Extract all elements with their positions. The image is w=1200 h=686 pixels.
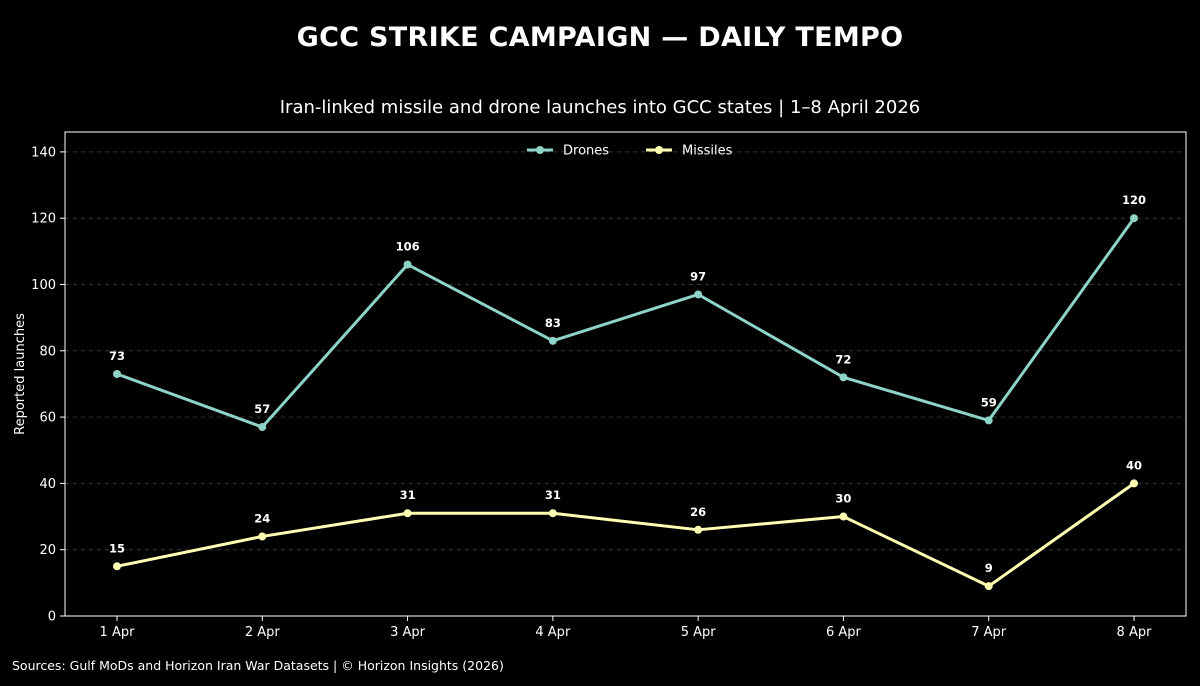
- data-point: [548, 336, 557, 345]
- data-point: [984, 416, 993, 425]
- y-tick-label: 100: [31, 278, 56, 293]
- x-tick-label: 5 Apr: [681, 625, 717, 640]
- y-tick-label: 120: [31, 212, 56, 227]
- data-label: 31: [545, 488, 561, 502]
- y-tick-label: 0: [48, 610, 56, 625]
- data-label: 120: [1122, 193, 1146, 207]
- series-line: [115, 481, 1136, 588]
- data-point: [839, 512, 848, 521]
- x-axis: 1 Apr 2 Apr 3 Apr 4 Apr 5 Apr 6 Apr 7 Apr 8 Apr: [100, 616, 1153, 640]
- legend-swatch-marker: [655, 146, 664, 154]
- chart-title: GCC STRIKE CAMPAIGN — DAILY TEMPO: [296, 22, 904, 53]
- legend-item-missiles: Missiles: [646, 144, 733, 159]
- data-label: 24: [254, 511, 270, 525]
- x-tick-label: 2 Apr: [245, 625, 281, 640]
- x-tick-label: 8 Apr: [1117, 625, 1153, 640]
- x-tick-label: 7 Apr: [971, 625, 1007, 640]
- legend: Drones Missiles: [527, 144, 733, 159]
- x-tick-label: 6 Apr: [826, 625, 862, 640]
- data-label: 73: [109, 349, 125, 363]
- data-point: [694, 525, 703, 534]
- y-tick-label: 140: [31, 145, 56, 160]
- data-point: [984, 582, 993, 591]
- data-label: 57: [254, 402, 270, 416]
- data-label: 40: [1126, 458, 1142, 472]
- legend-swatch-marker: [536, 146, 544, 154]
- data-label: 72: [835, 352, 851, 366]
- source-footer: Sources: Gulf MoDs and Horizon Iran War …: [12, 658, 504, 673]
- y-tick-label: 20: [39, 543, 56, 558]
- data-label: 59: [981, 395, 997, 409]
- legend-label: Missiles: [682, 144, 733, 159]
- data-point: [403, 509, 412, 518]
- data-point: [694, 290, 703, 299]
- series-missiles: 15 24 31 31 26 30 9 40: [109, 458, 1142, 591]
- series-line: [115, 216, 1136, 429]
- data-point: [258, 423, 267, 432]
- data-label: 26: [690, 505, 706, 519]
- data-label: 9: [985, 561, 993, 575]
- data-label: 31: [400, 488, 416, 502]
- legend-item-drones: Drones: [527, 144, 609, 159]
- data-point: [548, 509, 557, 518]
- legend-label: Drones: [563, 144, 609, 159]
- data-point: [258, 532, 267, 541]
- series-drones: 73 57 106 83 97 72 59 120: [109, 193, 1146, 432]
- x-tick-label: 3 Apr: [390, 625, 426, 640]
- data-point: [403, 260, 412, 269]
- x-tick-label: 4 Apr: [535, 625, 571, 640]
- data-point: [1130, 479, 1138, 488]
- data-label: 15: [109, 541, 125, 555]
- data-point: [113, 562, 121, 571]
- data-label: 30: [835, 492, 851, 506]
- data-point: [1130, 214, 1138, 223]
- y-tick-label: 40: [39, 477, 56, 492]
- chart-subtitle: Iran-linked missile and drone launches i…: [279, 97, 921, 118]
- plot-frame: [64, 131, 1187, 617]
- x-tick-label: 1 Apr: [100, 625, 136, 640]
- series-group: 73 57 106 83 97 72 59 120 15 24 31 31 26 30 9 40: [109, 193, 1146, 591]
- data-point: [113, 370, 121, 378]
- y-axis-label: Reported launches: [13, 313, 28, 435]
- grid-lines: [65, 151, 1186, 551]
- data-label: 106: [396, 240, 420, 254]
- data-label: 83: [545, 316, 561, 330]
- data-label: 97: [690, 269, 706, 283]
- y-tick-label: 80: [39, 344, 56, 359]
- y-axis: 0 20 40 60 80 100 120 140: [31, 145, 65, 625]
- data-point: [839, 373, 848, 382]
- y-tick-label: 60: [39, 411, 56, 426]
